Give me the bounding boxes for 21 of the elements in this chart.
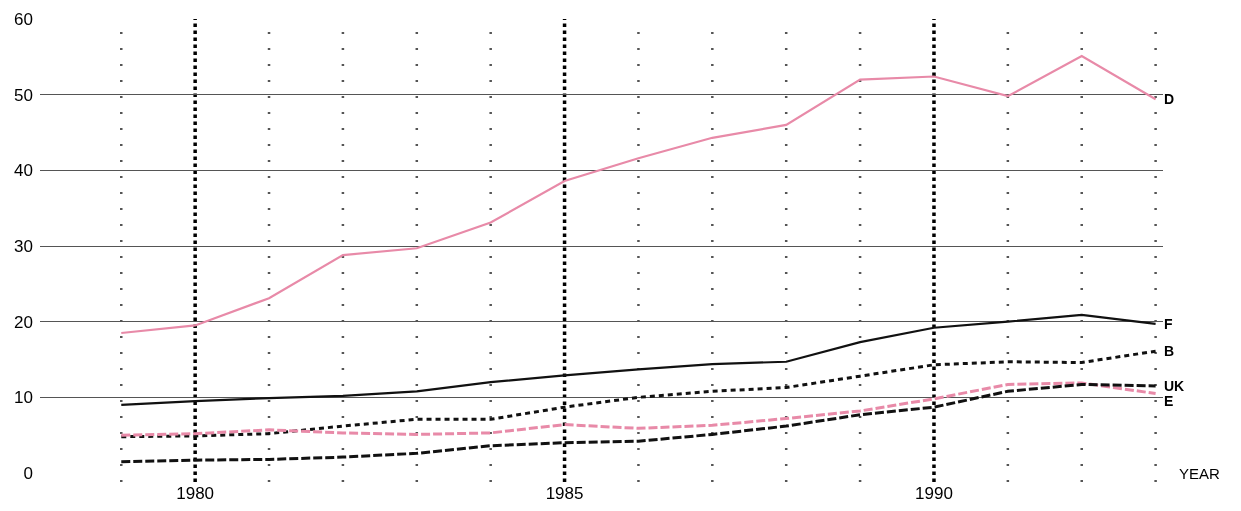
y-tick-label: 10 [14,388,33,408]
series-label: UK [1164,378,1185,394]
x-tick-label: 1980 [176,484,215,503]
line-series [119,349,1158,439]
series-label: F [1164,316,1173,332]
y-tick-label: 0 [23,463,33,483]
x-axis-title: YEAR [1179,465,1221,482]
series-label: E [1164,393,1174,409]
x-tick-label: 1985 [545,484,584,503]
line-series [120,54,1157,335]
y-tick-label: 20 [14,312,33,332]
x-tick-label: 1990 [915,484,953,503]
line-series [119,381,1158,437]
y-tick-label: 30 [14,236,33,256]
line-series [120,313,1157,406]
series-label: D [1164,91,1175,107]
y-tick-label: 60 [14,9,33,29]
line-series [119,382,1158,464]
series-label: B [1164,343,1175,359]
y-tick-label: 50 [14,85,33,105]
y-tick-label: 40 [14,161,33,181]
